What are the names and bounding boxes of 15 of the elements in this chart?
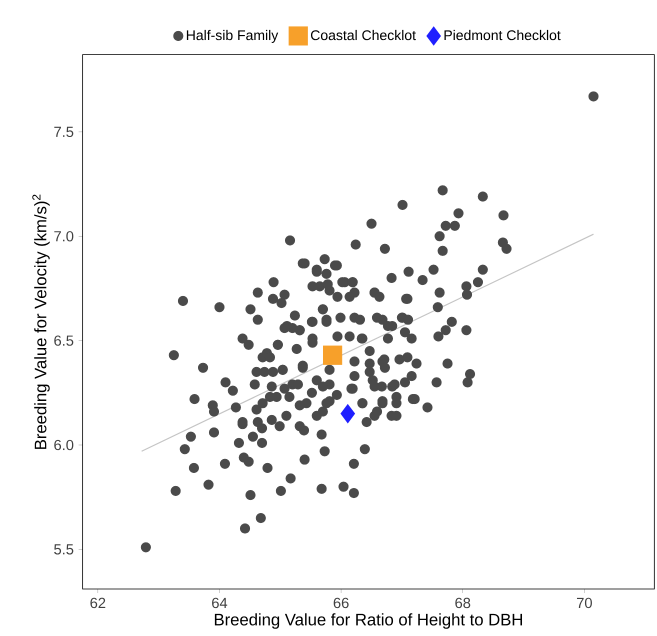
legend-label: Half-sib Family bbox=[186, 30, 278, 44]
x-tick-label: 62 bbox=[90, 598, 106, 608]
y-tick-label: 6.0 bbox=[54, 440, 74, 450]
x-tick-label: 70 bbox=[576, 598, 592, 608]
y-tick-label: 7.0 bbox=[54, 231, 74, 242]
x-axis-title: Breeding Value for Ratio of Height to DBH bbox=[214, 613, 522, 629]
x-tick-label: 64 bbox=[212, 598, 228, 608]
y-tick-label: 6.5 bbox=[54, 336, 74, 346]
y-tick-label: 7.5 bbox=[54, 126, 74, 138]
x-tick-label: 66 bbox=[334, 598, 349, 608]
y-tick-label: 5.5 bbox=[54, 544, 74, 555]
legend-label: Coastal Checklot bbox=[310, 30, 416, 40]
x-tick-label: 68 bbox=[455, 598, 470, 608]
y-axis-title: Breeding Value for Velocity (km/s)$^{2}$ bbox=[32, 194, 50, 450]
legend-label: Piedmont Checklot bbox=[444, 30, 561, 40]
